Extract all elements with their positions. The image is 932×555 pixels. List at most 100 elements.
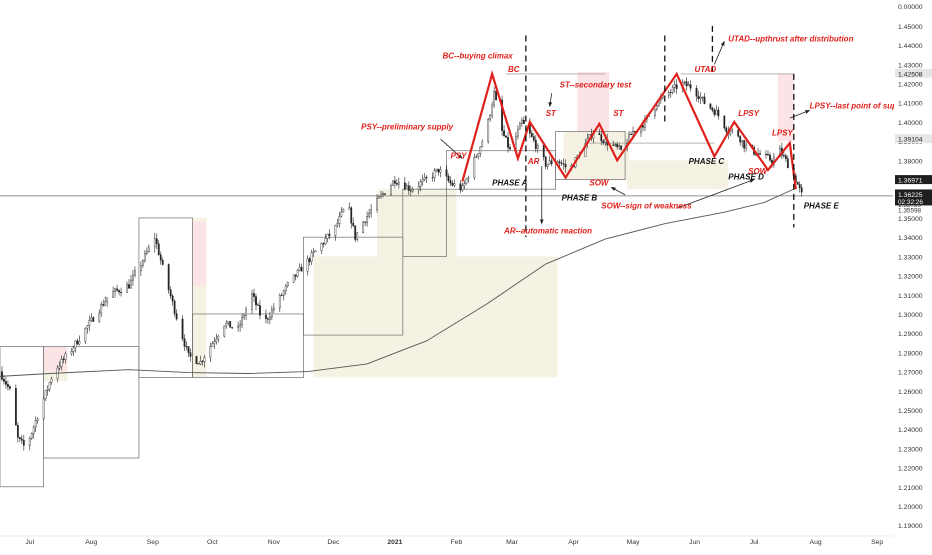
candle-body xyxy=(3,379,5,382)
candle xyxy=(390,183,392,196)
candle-body xyxy=(199,360,202,365)
annotation-label: SOW xyxy=(748,167,769,176)
candle-body xyxy=(282,290,285,296)
x-axis: Jul Aug Sep Oct Nov Dec 2021 Feb Mar Apr May Jun Jul… xyxy=(0,535,893,546)
candle-body xyxy=(62,358,65,360)
candle-body xyxy=(322,243,325,245)
candle xyxy=(30,432,33,441)
candle xyxy=(161,257,164,266)
y-tick-label: 1.21000 xyxy=(898,485,923,492)
candle xyxy=(536,143,539,153)
candle xyxy=(419,178,422,192)
scale-label: 1.35720 xyxy=(898,202,922,209)
candle-body xyxy=(128,284,130,289)
candle xyxy=(78,335,81,346)
price-badge-label: 1.42508 xyxy=(898,71,923,78)
candle-body xyxy=(618,145,621,148)
candle-body xyxy=(493,90,496,106)
candle-body xyxy=(447,175,450,181)
x-tick-label: Jun xyxy=(689,539,700,546)
candle xyxy=(326,233,329,243)
candle-body xyxy=(278,294,281,309)
candle-body xyxy=(384,193,386,195)
candle-body xyxy=(223,325,226,337)
candle xyxy=(741,140,744,148)
candle-body xyxy=(171,295,174,302)
annotation-label: LPSY xyxy=(772,128,794,137)
candle xyxy=(294,274,297,281)
candle xyxy=(70,348,73,356)
candle xyxy=(743,139,746,153)
candle xyxy=(259,300,261,320)
annotation-label: UTAD--upthrust after distribution xyxy=(728,34,853,43)
candle xyxy=(268,311,271,325)
candle xyxy=(394,176,396,189)
candle-body xyxy=(70,351,73,354)
candle xyxy=(699,92,702,105)
range-shade xyxy=(313,256,558,378)
candle-body xyxy=(685,81,688,87)
candle xyxy=(558,159,561,167)
candle xyxy=(267,317,269,325)
annotation-arrow xyxy=(676,179,755,209)
candle xyxy=(451,180,454,187)
candle-body xyxy=(550,160,553,164)
candle xyxy=(403,176,406,191)
candle-body xyxy=(376,197,378,210)
candle-body xyxy=(147,246,150,252)
candle-body xyxy=(366,216,369,223)
candle xyxy=(336,218,339,228)
candles xyxy=(1,77,803,451)
candle xyxy=(368,209,371,219)
candle-body xyxy=(435,168,438,171)
candle xyxy=(550,157,553,167)
candle xyxy=(729,130,732,137)
candle-body xyxy=(292,274,295,283)
candle-body xyxy=(76,340,79,345)
candle xyxy=(491,101,494,119)
candle xyxy=(630,131,632,136)
candle xyxy=(86,324,89,334)
candle xyxy=(467,175,470,183)
candle xyxy=(340,206,343,218)
candle-body xyxy=(725,127,728,133)
candle-body xyxy=(159,254,162,261)
candle xyxy=(786,155,789,169)
candle-body xyxy=(106,297,109,302)
candle xyxy=(7,380,9,391)
candle-body xyxy=(352,222,355,226)
candle-body xyxy=(78,341,81,345)
candle-body xyxy=(120,291,122,293)
candle xyxy=(612,140,615,146)
candle xyxy=(354,225,357,243)
candle-body xyxy=(201,360,204,362)
candle-body xyxy=(701,96,704,98)
y-tick-label: 1.19000 xyxy=(898,523,923,530)
candle-body xyxy=(417,186,420,190)
candle-body xyxy=(153,238,156,248)
candle xyxy=(767,150,769,156)
candle xyxy=(100,301,103,317)
candle xyxy=(187,346,190,358)
candle-body xyxy=(423,176,426,180)
candle-body xyxy=(7,384,9,387)
candle-body xyxy=(217,335,220,340)
candle xyxy=(112,286,115,298)
candle xyxy=(314,250,317,253)
candle-body xyxy=(519,123,521,130)
candle-body xyxy=(231,327,234,329)
candle xyxy=(278,293,281,312)
candle-body xyxy=(185,346,188,348)
candle xyxy=(239,319,242,332)
candle-body xyxy=(501,99,503,131)
annotation-arrow xyxy=(440,138,463,159)
candle xyxy=(548,155,551,165)
candle xyxy=(382,191,384,198)
candle xyxy=(796,181,799,185)
candle-body xyxy=(407,185,410,191)
candle-body xyxy=(270,309,273,318)
candle xyxy=(308,256,311,266)
candle xyxy=(407,181,410,195)
candle xyxy=(139,261,142,276)
